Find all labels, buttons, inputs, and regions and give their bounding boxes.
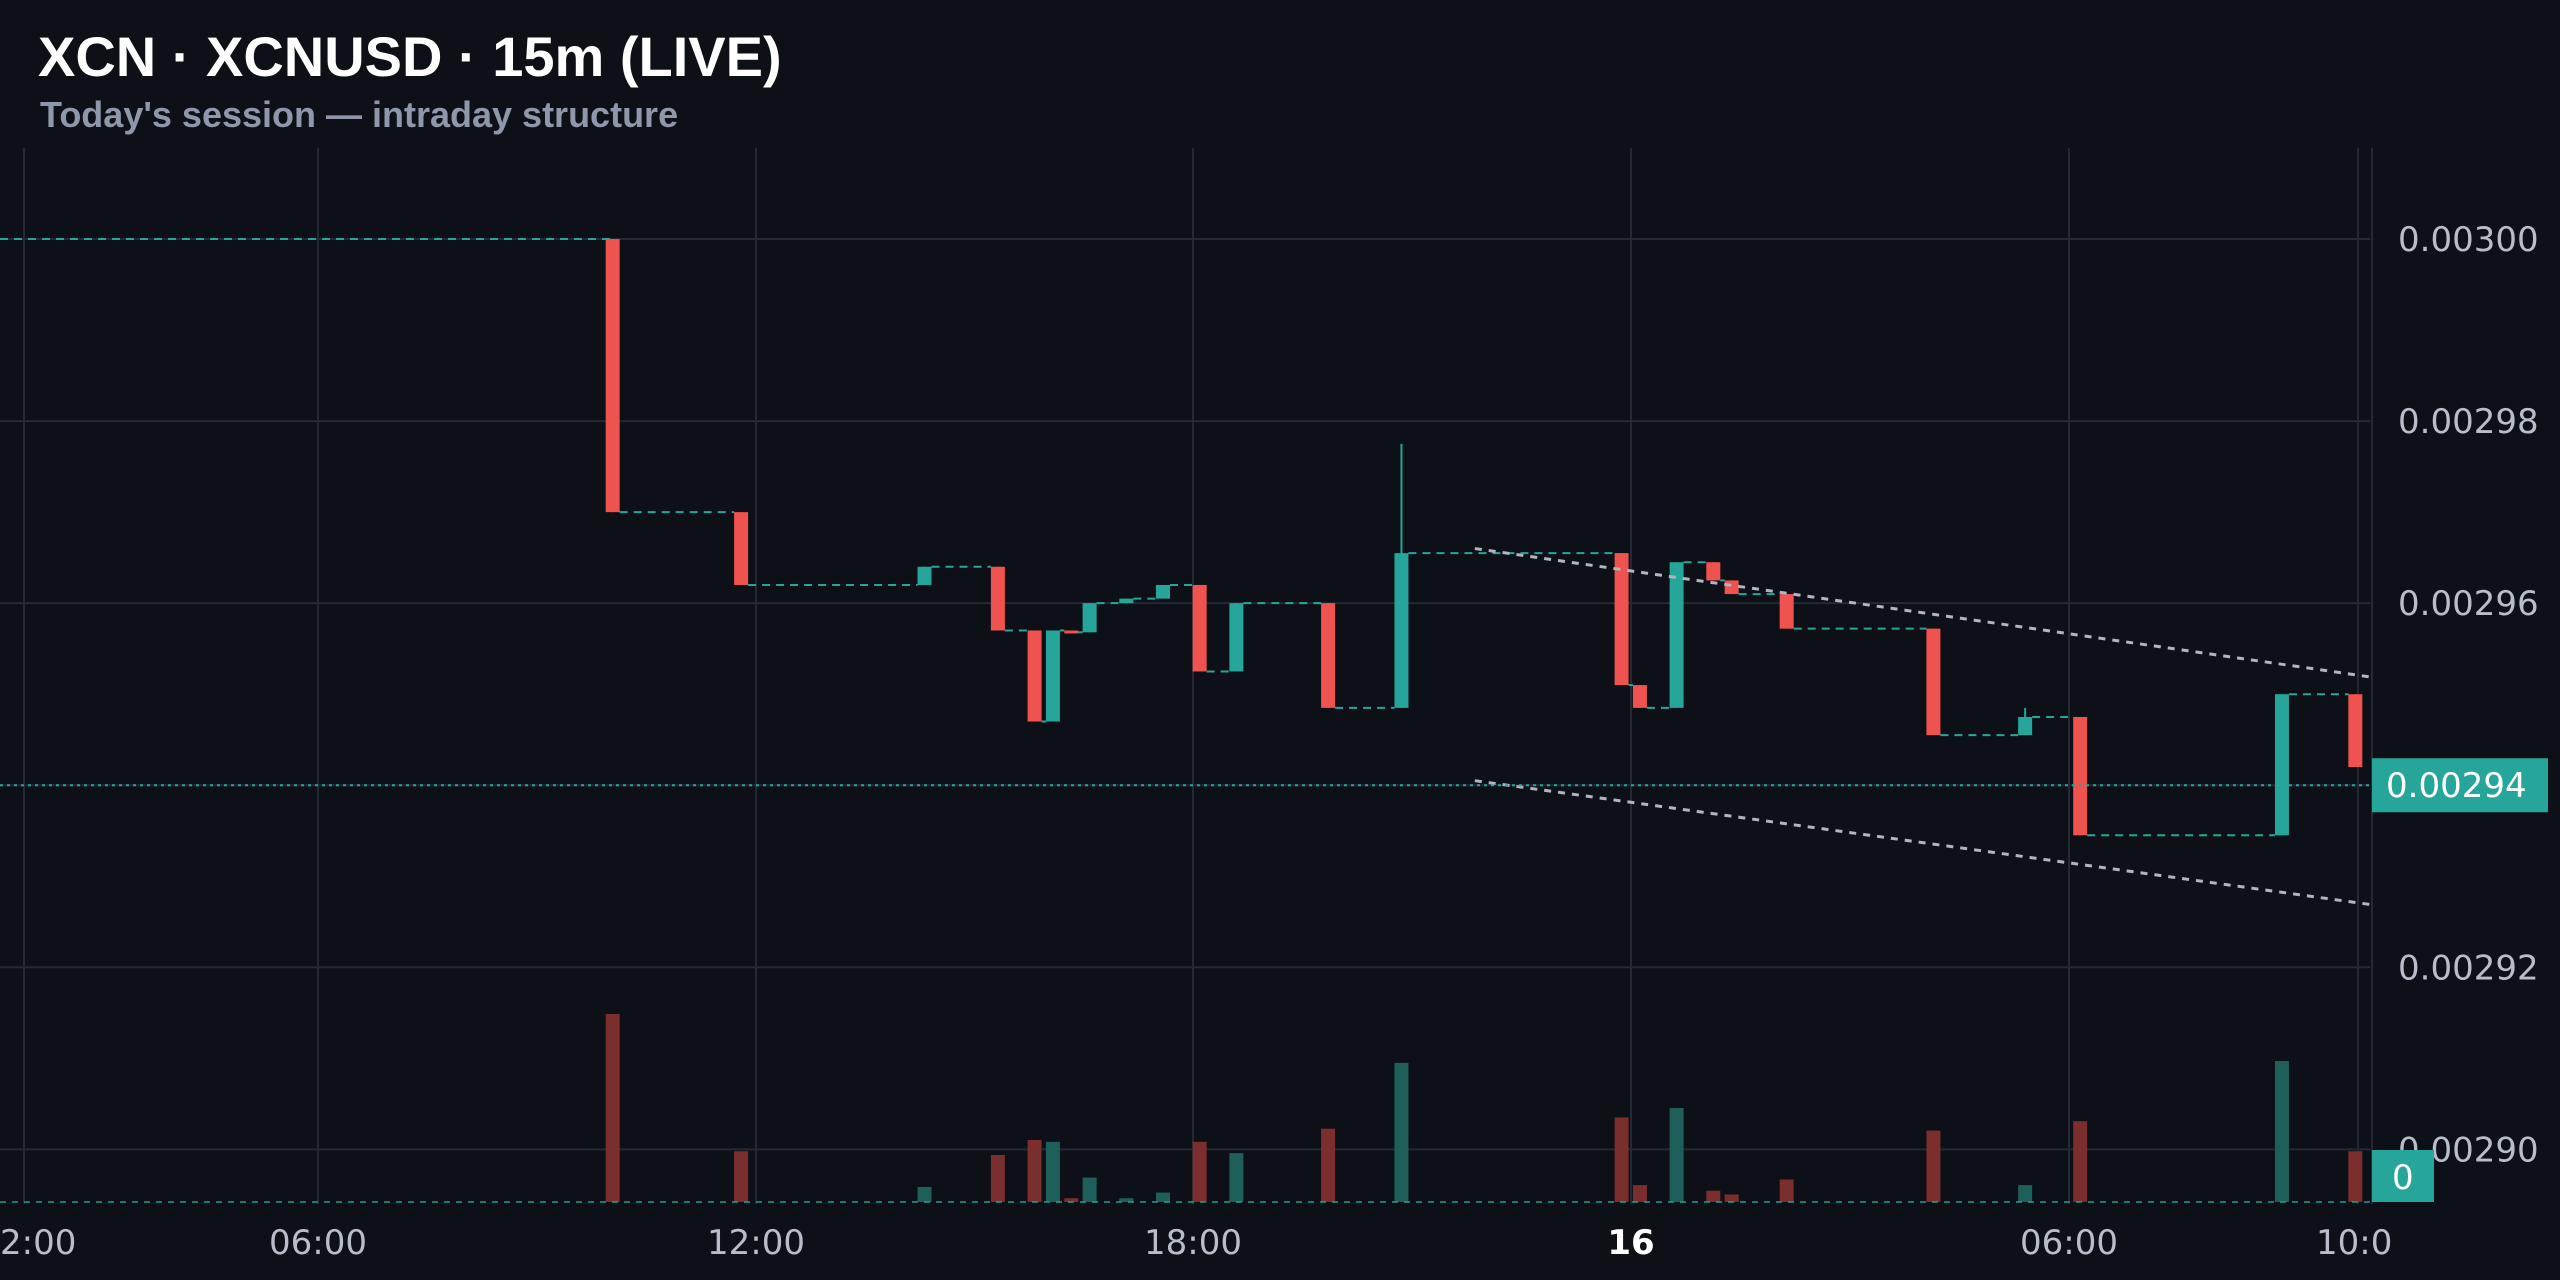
- grid-lines: [0, 148, 2373, 1204]
- x-tick-label: 2:00: [0, 1223, 76, 1263]
- candle-up[interactable]: [1229, 603, 1244, 672]
- volume-bar: [1614, 1117, 1629, 1202]
- last-price-badge: [2372, 758, 2548, 813]
- trendlines[interactable]: [1474, 547, 2371, 906]
- volume-badge: [2372, 1150, 2434, 1202]
- volume-bar: [1632, 1185, 1647, 1202]
- last-price-label: 0.00294: [2386, 766, 2527, 806]
- y-tick-label: 0.00300: [2398, 220, 2539, 260]
- chart-title: XCN · XCNUSD · 15m (LIVE): [38, 25, 782, 88]
- axes: 0.003000.002980.002960.002940.002920.002…: [0, 220, 2539, 1263]
- volume-bar: [1779, 1179, 1794, 1202]
- volume-bar: [1119, 1198, 1134, 1202]
- volume-bars: [0, 1014, 2370, 1203]
- candle-down[interactable]: [1064, 630, 1079, 634]
- candle-down[interactable]: [1027, 630, 1042, 722]
- volume-bar: [1027, 1139, 1042, 1202]
- volume-bar: [1669, 1108, 1684, 1202]
- x-tick-label: 06:00: [2020, 1223, 2118, 1263]
- candle-up[interactable]: [1394, 553, 1409, 708]
- candle-down[interactable]: [1321, 603, 1336, 708]
- candle-down[interactable]: [1724, 580, 1739, 595]
- price-badges: 0.00294 0: [0, 758, 2548, 1202]
- x-tick-label: 18:00: [1144, 1223, 1242, 1263]
- volume-bar: [2348, 1151, 2363, 1202]
- candle-down[interactable]: [1632, 685, 1647, 708]
- candle-down[interactable]: [1192, 584, 1207, 672]
- candle-down[interactable]: [2348, 694, 2363, 768]
- candle-up[interactable]: [1045, 630, 1060, 722]
- volume-bar: [605, 1014, 620, 1202]
- candle-up[interactable]: [1669, 562, 1684, 708]
- candle-down[interactable]: [1926, 628, 1941, 736]
- candle-down[interactable]: [1614, 553, 1629, 686]
- candle-up[interactable]: [2018, 716, 2033, 736]
- candle-down[interactable]: [990, 566, 1005, 631]
- volume-bar: [1155, 1192, 1170, 1202]
- x-tick-label: 10:0: [2316, 1223, 2392, 1263]
- candle-up[interactable]: [2274, 694, 2289, 836]
- volume-bar: [2274, 1061, 2289, 1202]
- volume-bar: [734, 1151, 749, 1202]
- volume-bar: [917, 1186, 932, 1202]
- volume-bar: [1192, 1141, 1207, 1202]
- candle-up[interactable]: [1155, 584, 1170, 599]
- candles[interactable]: [605, 239, 2363, 836]
- volume-bar: [1045, 1141, 1060, 1202]
- candle-up[interactable]: [1119, 598, 1134, 604]
- volume-bar: [990, 1155, 1005, 1202]
- volume-bar: [1706, 1190, 1721, 1202]
- volume-bar: [1082, 1177, 1097, 1202]
- trendline[interactable]: [1474, 779, 2371, 906]
- y-tick-label: 0.00298: [2398, 402, 2539, 442]
- candle-down[interactable]: [2073, 716, 2088, 836]
- volume-bar: [1394, 1062, 1409, 1202]
- candle-up[interactable]: [1082, 603, 1097, 633]
- volume-badge-label: 0: [2392, 1158, 2414, 1198]
- x-tick-label: 12:00: [707, 1223, 805, 1263]
- volume-bar: [1229, 1153, 1244, 1202]
- volume-bar: [1724, 1194, 1739, 1202]
- y-tick-label: 0.00296: [2398, 584, 2539, 624]
- trendline[interactable]: [1474, 547, 2371, 679]
- close-connectors: [0, 238, 2349, 837]
- volume-bar: [1064, 1198, 1079, 1202]
- x-tick-label: 16: [1607, 1223, 1654, 1263]
- y-tick-label: 0.00292: [2398, 948, 2539, 988]
- candle-down[interactable]: [1779, 594, 1794, 629]
- candle-up[interactable]: [917, 566, 932, 585]
- candle-down[interactable]: [605, 239, 620, 513]
- volume-bar: [1321, 1128, 1336, 1202]
- volume-bar: [1926, 1130, 1941, 1202]
- volume-bar: [2073, 1121, 2088, 1202]
- x-tick-label: 06:00: [269, 1223, 367, 1263]
- candle-down[interactable]: [734, 512, 749, 585]
- candle-down[interactable]: [1706, 562, 1721, 581]
- volume-bar: [2018, 1185, 2033, 1202]
- chart-subtitle: Today's session — intraday structure: [40, 94, 679, 135]
